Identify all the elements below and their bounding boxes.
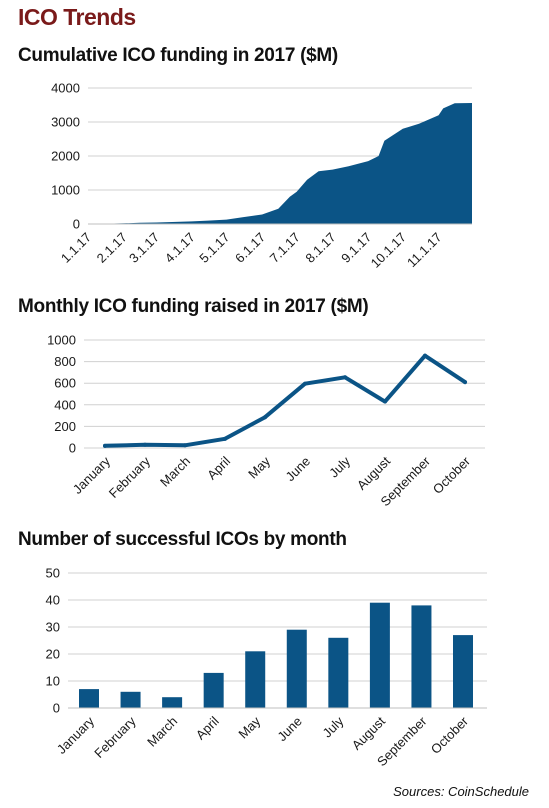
data-point-october	[463, 380, 467, 385]
x-tick-label: October	[430, 453, 474, 497]
y-tick-label: 10	[46, 674, 60, 689]
y-tick-label: 600	[54, 376, 76, 391]
x-tick-label: 7.1.17	[267, 230, 303, 266]
x-tick-label: 1.1.17	[58, 230, 94, 266]
bar-october	[453, 635, 473, 708]
bar-march	[162, 697, 183, 708]
y-tick-label: 0	[69, 441, 76, 456]
source-note: Sources: CoinSchedule	[393, 784, 529, 799]
x-tick-label: March	[157, 454, 193, 490]
y-tick-label: 0	[53, 701, 60, 716]
bar-september	[411, 605, 432, 708]
data-point-june	[303, 381, 307, 386]
x-tick-label: 6.1.17	[232, 230, 268, 266]
y-tick-label: 1000	[47, 333, 76, 348]
x-tick-label: February	[106, 453, 154, 501]
data-point-may	[263, 415, 267, 420]
y-tick-label: 20	[46, 647, 60, 662]
y-tick-label: 50	[46, 566, 60, 581]
data-point-september	[423, 353, 427, 358]
y-tick-label: 2000	[51, 149, 80, 164]
bar-may	[245, 651, 266, 708]
y-tick-label: 800	[54, 354, 76, 369]
data-point-august	[383, 399, 387, 404]
x-tick-label: May	[245, 453, 273, 481]
x-tick-label: July	[319, 713, 346, 740]
data-point-april	[223, 436, 227, 441]
page-title: ICO Trends	[18, 4, 136, 30]
ico-count-chart-title: Number of successful ICOs by month	[18, 529, 347, 550]
x-tick-label: June	[283, 454, 314, 485]
y-tick-label: 1000	[51, 183, 80, 198]
data-point-february	[143, 442, 147, 447]
y-tick-label: 4000	[51, 81, 80, 96]
bar-january	[79, 689, 99, 708]
x-tick-label: June	[274, 714, 305, 745]
y-tick-label: 400	[54, 397, 76, 412]
cumulative-funding-chart: 0 1000 2000 3000 4000 1.1.17 2.1.173.1.17 4.1.1…	[51, 81, 472, 271]
x-tick-label: August	[354, 453, 393, 492]
data-point-january	[103, 443, 107, 448]
x-tick-label: 2.1.17	[94, 230, 130, 266]
y-tick-label: 3000	[51, 115, 80, 130]
bar-july	[328, 637, 349, 708]
x-tick-label: 11.1.17	[404, 230, 445, 271]
x-tick-label: 10.1.17	[368, 230, 409, 271]
x-tick-label: April	[204, 453, 233, 482]
data-point-july	[343, 375, 347, 380]
data-point-march	[183, 443, 187, 448]
x-tick-label: August	[349, 713, 388, 752]
x-tick-label: 8.1.17	[302, 230, 338, 266]
x-tick-label: 5.1.17	[196, 230, 232, 266]
x-tick-label: February	[91, 713, 139, 761]
y-tick-label: 40	[46, 593, 60, 608]
monthly-funding-line	[103, 353, 467, 448]
bar-august	[369, 602, 390, 708]
x-tick-label: October	[428, 713, 472, 757]
x-tick-label: 3.1.17	[126, 230, 162, 266]
y-tick-label: 30	[46, 620, 60, 635]
x-tick-label: May	[235, 713, 263, 741]
y-tick-label: 0	[73, 217, 80, 232]
x-tick-label: March	[144, 714, 180, 750]
cumulative-funding-chart-title: Cumulative ICO funding in 2017 ($M)	[18, 45, 338, 66]
cumulative-funding-area	[88, 103, 472, 224]
x-tick-label: April	[193, 713, 222, 742]
bar-april	[203, 672, 224, 708]
x-tick-label: 4.1.17	[162, 230, 198, 266]
bar-june	[286, 629, 307, 708]
bar-february	[120, 691, 141, 708]
monthly-funding-chart-title: Monthly ICO funding raised in 2017 ($M)	[18, 296, 369, 317]
x-tick-label: July	[326, 453, 353, 480]
y-tick-label: 200	[54, 419, 76, 434]
